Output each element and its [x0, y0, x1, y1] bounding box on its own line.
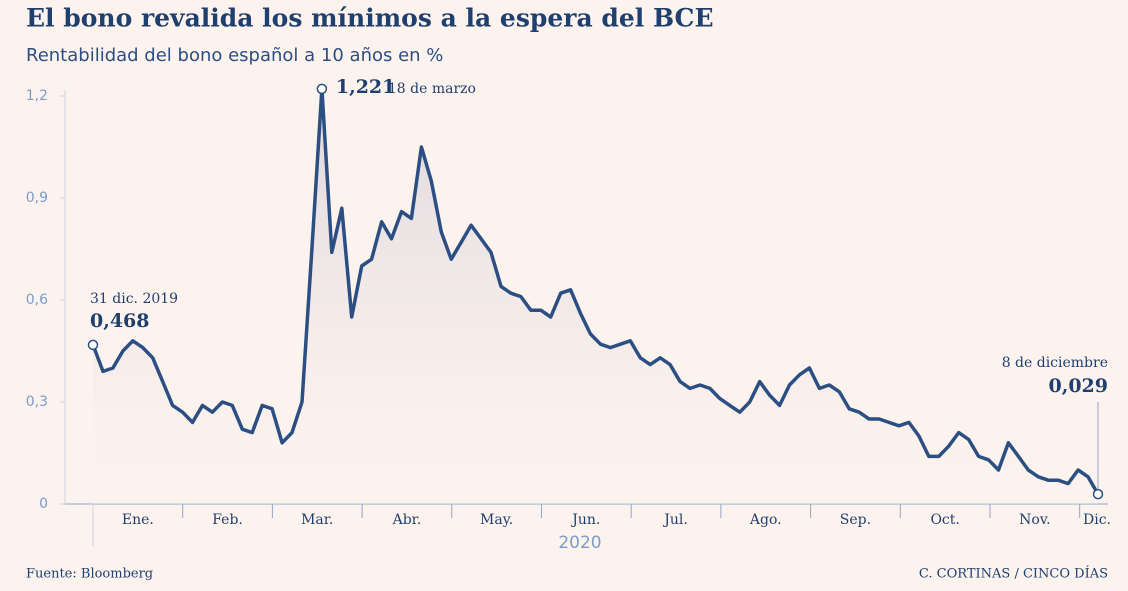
- chart-subtitle: Rentabilidad del bono español a 10 años …: [26, 45, 443, 66]
- y-tick-label: 0,9: [26, 190, 48, 206]
- x-tick-label: Abr.: [392, 512, 422, 528]
- point-marker: [1092, 488, 1104, 500]
- source: Fuente: Bloomberg: [26, 567, 153, 582]
- x-tick-label: Nov.: [1019, 512, 1050, 528]
- line: [91, 87, 1100, 495]
- x-tick-label: Dic.: [1083, 512, 1111, 528]
- start-date-label: 31 dic. 2019: [90, 291, 178, 307]
- x-tick-label: Jun.: [570, 512, 600, 528]
- end-date-label: 8 de diciembre: [1002, 355, 1108, 371]
- x-tick-label: Oct.: [930, 512, 959, 528]
- x-tick-label: Jul.: [662, 512, 688, 528]
- peak-date-label: 18 de marzo: [388, 81, 476, 97]
- point-marker: [87, 339, 99, 351]
- point-marker: [316, 83, 328, 95]
- y-tick-label: 1,2: [26, 88, 48, 104]
- value-label: 0,029: [1049, 375, 1109, 397]
- x-tick-label: Feb.: [212, 512, 243, 528]
- y-tick-label: 0: [39, 496, 48, 512]
- y-tick-label: 0,6: [26, 292, 48, 308]
- x-tick-label: Ene.: [122, 512, 154, 528]
- x-tick-label: Mar.: [301, 512, 333, 528]
- y-tick-label: 0,3: [26, 394, 48, 410]
- credit: C. CORTINAS / CINCO DÍAS: [919, 566, 1108, 582]
- area: [93, 88, 1098, 505]
- chart-title: El bono revalida los mínimos a la espera…: [26, 4, 714, 33]
- value-label: 0,468: [90, 310, 150, 332]
- value-label: 1,221: [336, 76, 396, 98]
- x-tick-label: Sep.: [840, 512, 871, 528]
- x-tick-label: May.: [480, 512, 513, 528]
- x-tick-label: Ago.: [749, 512, 782, 528]
- x-axis-label: 2020: [558, 533, 601, 553]
